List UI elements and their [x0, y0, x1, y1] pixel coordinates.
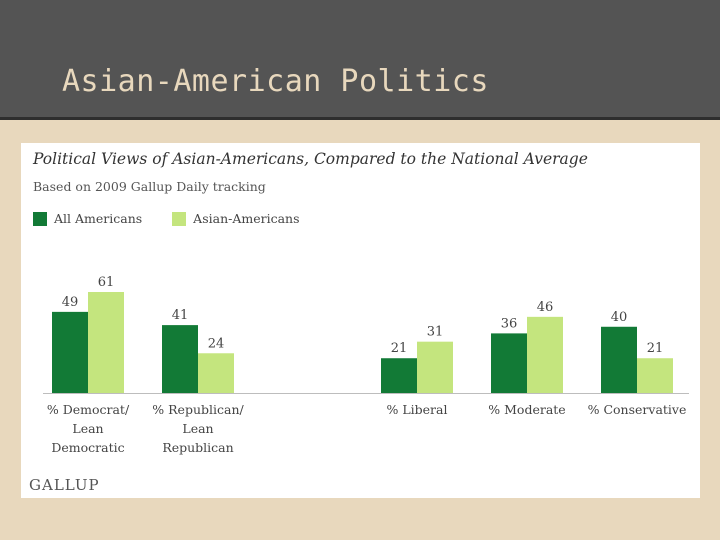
- legend-item-asian-americans: Asian-Americans: [172, 211, 300, 226]
- data-label-all-americans-1: 41: [172, 308, 189, 323]
- chart-panel: Political Views of Asian-Americans, Comp…: [21, 143, 700, 498]
- category-label-1-line-1: Lean: [182, 421, 213, 436]
- slide-header: [0, 0, 720, 120]
- bar-all-americans-3: [491, 333, 527, 393]
- category-label-1-line-0: % Republican/: [152, 402, 244, 417]
- category-label-2-line-0: % Liberal: [387, 402, 448, 417]
- gallup-logo: GALLUP: [29, 476, 100, 494]
- data-label-asian-americans-2: 31: [427, 325, 444, 340]
- bar-asian-americans-3: [527, 316, 563, 393]
- data-label-asian-americans-1: 24: [208, 336, 225, 351]
- bar-asian-americans-2: [417, 341, 453, 393]
- category-label-0-line-2: Democratic: [51, 440, 124, 455]
- data-label-asian-americans-4: 21: [647, 341, 664, 356]
- bar-asian-americans-1: [198, 353, 234, 393]
- category-label-1-line-2: Republican: [162, 440, 233, 455]
- bar-all-americans-0: [52, 311, 88, 393]
- legend-swatch-all-americans: [33, 211, 47, 226]
- bar-all-americans-4: [601, 326, 637, 393]
- chart-title: Political Views of Asian-Americans, Comp…: [33, 150, 588, 168]
- slide-title: Asian-American Politics: [62, 64, 489, 99]
- bar-all-americans-1: [162, 325, 198, 393]
- data-label-all-americans-4: 40: [611, 310, 628, 325]
- legend-label-all-americans: All Americans: [54, 211, 143, 226]
- data-label-asian-americans-0: 61: [98, 275, 115, 290]
- bar-all-americans-2: [381, 358, 417, 393]
- data-label-all-americans-0: 49: [62, 295, 79, 310]
- bar-asian-americans-0: [88, 292, 124, 393]
- category-label-4-line-0: % Conservative: [588, 402, 687, 417]
- chart-legend: All Americans Asian-Americans: [33, 211, 300, 226]
- bar-asian-americans-4: [637, 358, 673, 393]
- category-label-0-line-1: Lean: [72, 421, 103, 436]
- legend-label-asian-americans: Asian-Americans: [193, 211, 300, 226]
- data-label-asian-americans-3: 46: [537, 300, 554, 315]
- category-label-3-line-0: % Moderate: [488, 402, 565, 417]
- bar-chart: 49 61 % Democrat/Lean Democratic 41 24 % Repub…: [43, 275, 689, 455]
- legend-item-all-americans: All Americans: [33, 211, 142, 226]
- category-label-0-line-0: % Democrat/: [47, 402, 130, 417]
- data-label-all-americans-3: 36: [501, 316, 518, 331]
- chart-subtitle: Based on 2009 Gallup Daily tracking: [33, 179, 266, 194]
- data-label-all-americans-2: 21: [391, 341, 408, 356]
- legend-swatch-asian-americans: [172, 211, 187, 226]
